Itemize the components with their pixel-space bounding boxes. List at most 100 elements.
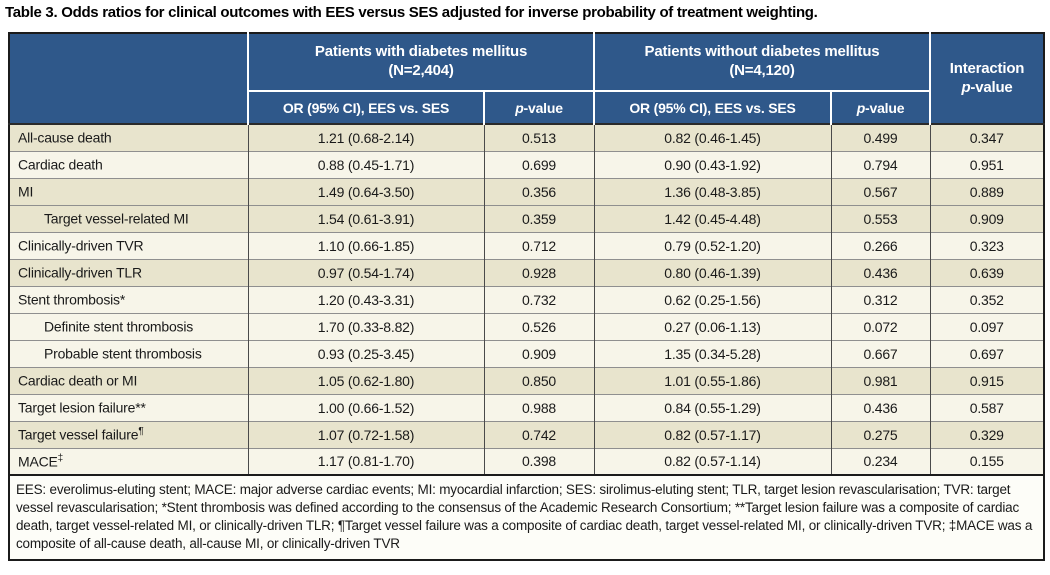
or-ci-diabetes: 1.20 (0.43-3.31) — [247, 285, 484, 313]
interaction-p-value: 0.352 — [929, 285, 1045, 313]
p-value-diabetes: 0.359 — [483, 204, 594, 232]
outcome-label: All-cause death — [9, 123, 248, 151]
or-ci-diabetes: 1.49 (0.64-3.50) — [247, 177, 484, 205]
table-row: Clinically-driven TLR 0.97 (0.54-1.74) 0.9… — [9, 258, 1045, 286]
outcome-label: Stent thrombosis* — [9, 285, 248, 313]
p-value-diabetes: 0.909 — [483, 339, 594, 367]
p-value-no-diabetes: 0.567 — [830, 177, 931, 205]
or-ci-no-diabetes: 0.84 (0.55-1.29) — [593, 393, 831, 421]
outcomes-table: Patients with diabetes mellitus (N=2,404… — [8, 32, 1046, 561]
header-p-no-diabetes: p-value — [829, 91, 931, 124]
interaction-p-value: 0.909 — [929, 204, 1045, 232]
outcome-label: Probable stent thrombosis — [9, 339, 248, 367]
p-value-no-diabetes: 0.436 — [830, 258, 931, 286]
or-ci-diabetes: 0.97 (0.54-1.74) — [247, 258, 484, 286]
or-ci-no-diabetes: 0.62 (0.25-1.56) — [593, 285, 831, 313]
table-row: Definite stent thrombosis 1.70 (0.33-8.82… — [9, 312, 1045, 340]
header-outcome-empty — [9, 33, 248, 124]
p-value-no-diabetes: 0.553 — [830, 204, 931, 232]
header-or-no-diabetes: OR (95% CI), EES vs. SES — [593, 91, 831, 124]
or-ci-no-diabetes: 0.82 (0.46-1.45) — [593, 123, 831, 151]
outcome-label: Target lesion failure** — [9, 393, 248, 421]
or-ci-no-diabetes: 0.27 (0.06-1.13) — [593, 312, 831, 340]
or-ci-no-diabetes: 0.82 (0.57-1.17) — [593, 420, 831, 448]
or-ci-diabetes: 1.10 (0.66-1.85) — [247, 231, 484, 259]
or-ci-diabetes: 0.88 (0.45-1.71) — [247, 150, 484, 178]
header-group-no-diabetes: Patients without diabetes mellitus (N=4,… — [592, 33, 931, 92]
outcome-label: Definite stent thrombosis — [9, 312, 248, 340]
p-value-diabetes: 0.699 — [483, 150, 594, 178]
or-ci-no-diabetes: 1.36 (0.48-3.85) — [593, 177, 831, 205]
p-value-diabetes: 0.850 — [483, 366, 594, 394]
p-value-no-diabetes: 0.667 — [830, 339, 931, 367]
header-group-no-diabetes-label: Patients without diabetes mellitus — [644, 43, 880, 61]
p-value-diabetes: 0.988 — [483, 393, 594, 421]
table-row: Target vessel failure¶ 1.07 (0.72-1.58) 0.… — [9, 420, 1045, 448]
or-ci-no-diabetes: 1.35 (0.34-5.28) — [593, 339, 831, 367]
header-group-diabetes: Patients with diabetes mellitus (N=2,404… — [247, 33, 594, 92]
p-value-no-diabetes: 0.794 — [830, 150, 931, 178]
table-row: Probable stent thrombosis 0.93 (0.25-3.45… — [9, 339, 1045, 367]
or-ci-no-diabetes: 1.42 (0.45-4.48) — [593, 204, 831, 232]
or-ci-diabetes: 1.21 (0.68-2.14) — [247, 123, 484, 151]
or-ci-no-diabetes: 1.01 (0.55-1.86) — [593, 366, 831, 394]
outcome-label: Clinically-driven TLR — [9, 258, 248, 286]
table-row: Cardiac death 0.88 (0.45-1.71) 0.699 0.90 (… — [9, 150, 1045, 178]
or-ci-no-diabetes: 0.79 (0.52-1.20) — [593, 231, 831, 259]
interaction-p-value: 0.155 — [929, 447, 1045, 475]
table-footnote: EES: everolimus-eluting stent; MACE: maj… — [9, 474, 1045, 560]
p-value-no-diabetes: 0.275 — [830, 420, 931, 448]
p-value-no-diabetes: 0.072 — [830, 312, 931, 340]
or-ci-diabetes: 0.93 (0.25-3.45) — [247, 339, 484, 367]
p-value-no-diabetes: 0.266 — [830, 231, 931, 259]
table-row: Clinically-driven TVR 1.10 (0.66-1.85) 0.7… — [9, 231, 1045, 259]
table-header: Patients with diabetes mellitus (N=2,404… — [9, 33, 1045, 124]
p-value-no-diabetes: 0.436 — [830, 393, 931, 421]
table-row: Target lesion failure** 1.00 (0.66-1.52) 0… — [9, 393, 1045, 421]
p-value-diabetes: 0.928 — [483, 258, 594, 286]
table-row: Cardiac death or MI 1.05 (0.62-1.80) 0.850… — [9, 366, 1045, 394]
or-ci-diabetes: 1.00 (0.66-1.52) — [247, 393, 484, 421]
interaction-p-value: 0.889 — [929, 177, 1045, 205]
p-value-diabetes: 0.732 — [483, 285, 594, 313]
outcome-label: Target vessel-related MI — [9, 204, 248, 232]
outcome-label: MACE‡ — [9, 447, 248, 475]
table-title: Table 3. Odds ratios for clinical outcom… — [5, 4, 818, 21]
header-interaction-label: Interaction — [949, 59, 1025, 77]
or-ci-diabetes: 1.70 (0.33-8.82) — [247, 312, 484, 340]
header-p-diabetes: p-value — [483, 91, 594, 124]
table-row: MI 1.49 (0.64-3.50) 0.356 1.36 (0.48-3.85) 0… — [9, 177, 1045, 205]
table-footer: EES: everolimus-eluting stent; MACE: maj… — [9, 474, 1045, 560]
header-interaction-p: Interaction p-value — [929, 33, 1045, 124]
outcome-label: Clinically-driven TVR — [9, 231, 248, 259]
or-ci-no-diabetes: 0.82 (0.57-1.14) — [593, 447, 831, 475]
or-ci-no-diabetes: 0.90 (0.43-1.92) — [593, 150, 831, 178]
or-ci-diabetes: 1.05 (0.62-1.80) — [247, 366, 484, 394]
p-value-diabetes: 0.526 — [483, 312, 594, 340]
or-ci-diabetes: 1.54 (0.61-3.91) — [247, 204, 484, 232]
interaction-p-value: 0.323 — [929, 231, 1045, 259]
p-value-no-diabetes: 0.499 — [830, 123, 931, 151]
table-row: All-cause death 1.21 (0.68-2.14) 0.513 0.82… — [9, 123, 1045, 151]
outcome-label: Target vessel failure¶ — [9, 420, 248, 448]
header-group-diabetes-label: Patients with diabetes mellitus — [314, 43, 528, 61]
p-value-no-diabetes: 0.234 — [830, 447, 931, 475]
p-value-diabetes: 0.742 — [483, 420, 594, 448]
interaction-p-value: 0.587 — [929, 393, 1045, 421]
interaction-p-value: 0.347 — [929, 123, 1045, 151]
interaction-p-value: 0.329 — [929, 420, 1045, 448]
or-ci-no-diabetes: 0.80 (0.46-1.39) — [593, 258, 831, 286]
table-row: Stent thrombosis* 1.20 (0.43-3.31) 0.732 0.… — [9, 285, 1045, 313]
p-value-no-diabetes: 0.312 — [830, 285, 931, 313]
outcome-label: MI — [9, 177, 248, 205]
or-ci-diabetes: 1.07 (0.72-1.58) — [247, 420, 484, 448]
p-value-diabetes: 0.513 — [483, 123, 594, 151]
table-body: All-cause death 1.21 (0.68-2.14) 0.513 0.82… — [9, 123, 1045, 475]
table-row: MACE‡ 1.17 (0.81-1.70) 0.398 0.82 (0.57-1.1… — [9, 447, 1045, 475]
interaction-p-value: 0.097 — [929, 312, 1045, 340]
outcome-label: Cardiac death or MI — [9, 366, 248, 394]
interaction-p-value: 0.639 — [929, 258, 1045, 286]
header-group-no-diabetes-n: (N=4,120) — [729, 62, 795, 79]
header-group-diabetes-n: (N=2,404) — [388, 62, 454, 79]
